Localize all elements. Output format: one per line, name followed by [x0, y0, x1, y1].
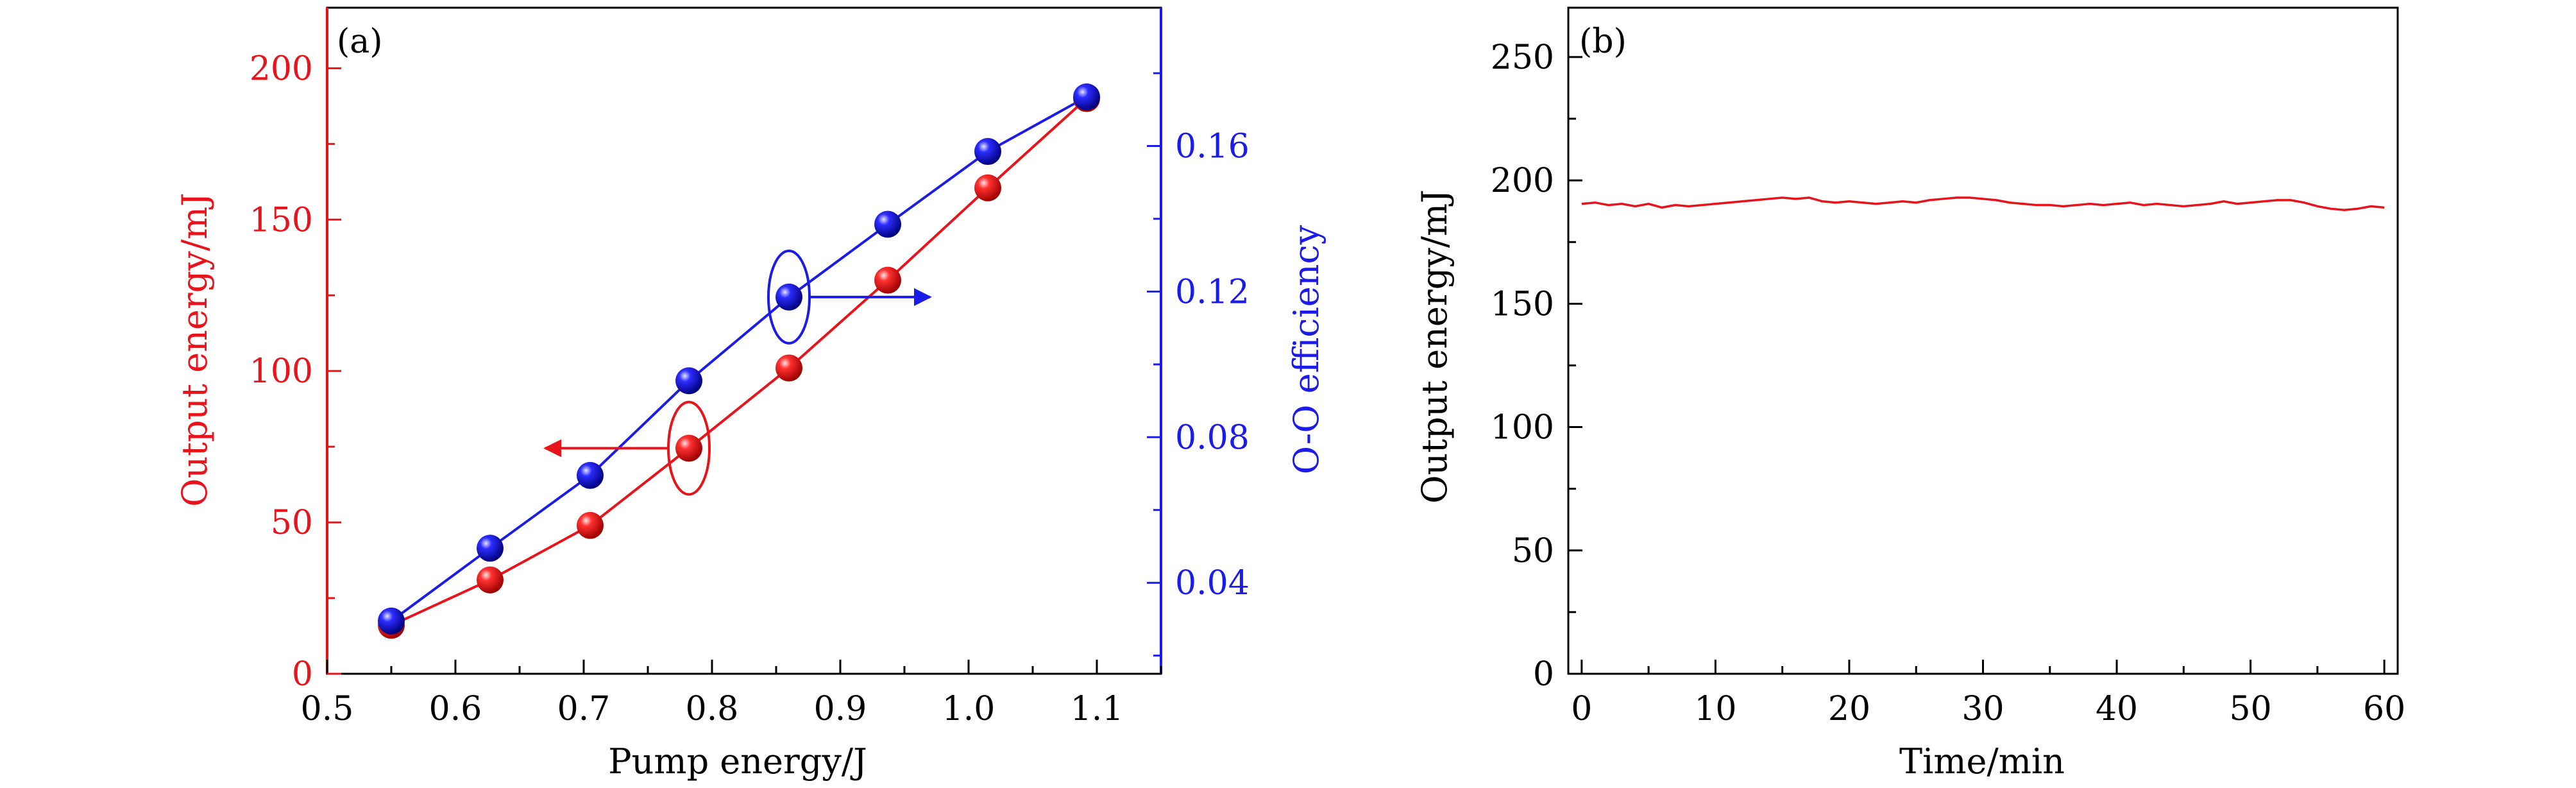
panel-a-left-tick-label: 150: [250, 201, 313, 239]
panel-b-x-tick-label: 0: [1571, 690, 1592, 728]
panel-a-right-tick-label: 0.16: [1175, 128, 1250, 166]
efficiency-point: [1073, 83, 1100, 110]
panel-a-left-tick-label: 200: [250, 49, 313, 88]
panel-a-x-tick-label: 1.1: [1071, 690, 1124, 728]
efficiency-point: [874, 210, 901, 238]
efficiency-point: [477, 535, 504, 562]
panel-a-left-tick-label: 50: [271, 504, 313, 542]
panel-b: 0 10 20 30 40 50 60 0 50 100 150 200 250 (b) Time/mi…: [1414, 6, 2405, 782]
panel-a-right-tick-label: 0.04: [1175, 564, 1250, 603]
output-energy-stability-line: [1581, 196, 2385, 212]
panel-a-right-tick-label: 0.08: [1175, 418, 1250, 457]
output-energy-line: [391, 98, 1088, 627]
panel-b-x-tick-label: 60: [2363, 690, 2405, 728]
panel-a-x-tick-label: 0.8: [686, 690, 739, 728]
panel-a-plot-frame: [326, 6, 1162, 675]
output-energy-point: [477, 566, 504, 594]
panel-b-y-axis-title: Output energy/mJ: [1414, 189, 1455, 504]
panel-a-label: (a): [337, 22, 383, 61]
panel-a-x-tick-label: 0.7: [557, 690, 611, 728]
panel-b-y-tick-label: 150: [1491, 285, 1554, 323]
panel-b-y-tick-label: 50: [1512, 532, 1554, 570]
panel-b-x-tick-label: 50: [2230, 690, 2272, 728]
panel-b-y-tick-label: 200: [1491, 162, 1554, 200]
panel-b-x-axis-title: Time/min: [1899, 741, 2065, 782]
efficiency-point: [974, 138, 1001, 166]
panel-b-x-tick-label: 30: [1962, 690, 2004, 728]
panel-a-left-tick-label: 100: [250, 352, 313, 391]
panel-b-y-tick-label: 0: [1533, 655, 1554, 694]
panel-b-x-tick-label: 20: [1828, 690, 1870, 728]
panel-a-right-axis-title: O-O efficiency: [1286, 225, 1326, 474]
output-energy-point: [577, 511, 604, 539]
panel-b-x-tick-label: 10: [1694, 690, 1736, 728]
panel-a-left-tick-label: 0: [292, 655, 313, 694]
panel-a: 0.5 0.6 0.7 0.8 0.9 1.0 1.1 0 50 100 150 200 0.04 0.0…: [174, 6, 1326, 782]
panel-a-left-axis-title: Output energy/mJ: [174, 193, 215, 507]
efficiency-point: [577, 461, 604, 489]
panel-b-plot-frame: [1567, 6, 2399, 675]
output-energy-point: [775, 354, 802, 382]
panel-a-x-tick-label: 0.9: [814, 690, 867, 728]
panel-b-y-tick-label: 100: [1491, 409, 1554, 447]
panel-a-x-axis-title: Pump energy/J: [608, 741, 867, 782]
efficiency-point: [675, 367, 702, 395]
panel-b-y-tick-label: 250: [1491, 39, 1554, 77]
output-energy-point: [974, 174, 1001, 201]
panel-a-x-tick-label: 0.6: [429, 690, 482, 728]
output-energy-point: [874, 266, 901, 294]
efficiency-point: [775, 283, 802, 311]
output-energy-point: [675, 434, 702, 462]
panel-a-x-tick-label: 0.5: [301, 690, 354, 728]
panel-b-x-tick-label: 40: [2096, 690, 2138, 728]
efficiency-point: [378, 607, 405, 635]
panel-a-x-tick-label: 1.0: [942, 690, 996, 728]
efficiency-line: [390, 96, 1087, 622]
panel-a-right-tick-label: 0.12: [1175, 273, 1250, 311]
panel-b-label: (b): [1579, 22, 1627, 61]
